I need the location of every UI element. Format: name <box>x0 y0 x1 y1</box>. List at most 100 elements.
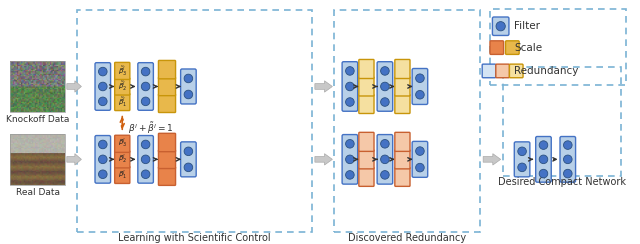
Circle shape <box>381 140 389 148</box>
Circle shape <box>539 141 548 149</box>
Circle shape <box>381 155 389 164</box>
Circle shape <box>518 163 526 172</box>
Circle shape <box>563 141 572 149</box>
FancyBboxPatch shape <box>95 63 111 110</box>
Circle shape <box>346 82 354 91</box>
FancyArrow shape <box>483 154 500 165</box>
Circle shape <box>99 97 107 106</box>
FancyBboxPatch shape <box>359 150 374 169</box>
FancyBboxPatch shape <box>95 136 111 183</box>
Circle shape <box>184 147 193 156</box>
FancyBboxPatch shape <box>159 133 175 152</box>
Text: Filter: Filter <box>515 21 540 31</box>
FancyBboxPatch shape <box>115 166 130 183</box>
FancyArrow shape <box>315 154 332 165</box>
FancyBboxPatch shape <box>115 93 130 111</box>
Bar <box>334 10 480 232</box>
FancyBboxPatch shape <box>115 62 130 80</box>
FancyBboxPatch shape <box>377 135 393 184</box>
FancyBboxPatch shape <box>509 64 523 78</box>
FancyArrow shape <box>67 154 81 165</box>
FancyBboxPatch shape <box>159 150 175 169</box>
Circle shape <box>563 169 572 178</box>
FancyBboxPatch shape <box>159 94 175 112</box>
Circle shape <box>184 74 193 83</box>
Bar <box>502 67 621 176</box>
Circle shape <box>415 74 424 82</box>
FancyBboxPatch shape <box>359 132 374 151</box>
Circle shape <box>346 155 354 164</box>
Text: $\beta_2^l$: $\beta_2^l$ <box>118 153 127 166</box>
FancyBboxPatch shape <box>412 141 428 177</box>
FancyBboxPatch shape <box>115 78 130 95</box>
Bar <box>490 9 626 84</box>
Circle shape <box>346 140 354 148</box>
Circle shape <box>99 67 107 76</box>
Circle shape <box>381 98 389 106</box>
FancyBboxPatch shape <box>395 94 410 113</box>
Circle shape <box>141 82 150 91</box>
Circle shape <box>99 82 107 91</box>
Circle shape <box>563 155 572 164</box>
FancyBboxPatch shape <box>395 150 410 169</box>
FancyBboxPatch shape <box>412 69 428 104</box>
Circle shape <box>141 155 150 164</box>
FancyBboxPatch shape <box>359 167 374 186</box>
Text: $\tilde{\beta}_2^l$: $\tilde{\beta}_2^l$ <box>118 80 127 93</box>
FancyBboxPatch shape <box>496 64 509 78</box>
Circle shape <box>99 170 107 179</box>
FancyBboxPatch shape <box>159 77 175 96</box>
Circle shape <box>184 90 193 99</box>
Text: Redundancy: Redundancy <box>515 66 579 76</box>
FancyBboxPatch shape <box>536 136 551 182</box>
Text: Real Data: Real Data <box>15 188 60 196</box>
Text: Scale: Scale <box>515 43 543 53</box>
Circle shape <box>381 67 389 75</box>
Circle shape <box>381 171 389 179</box>
Circle shape <box>184 163 193 172</box>
FancyBboxPatch shape <box>515 142 530 177</box>
Circle shape <box>141 140 150 149</box>
Text: $\beta_1^l$: $\beta_1^l$ <box>118 168 127 182</box>
FancyBboxPatch shape <box>342 62 358 111</box>
FancyBboxPatch shape <box>138 136 154 183</box>
FancyBboxPatch shape <box>359 94 374 113</box>
Circle shape <box>346 67 354 75</box>
Text: $\tilde{\beta}_1^l$: $\tilde{\beta}_1^l$ <box>118 95 127 109</box>
FancyBboxPatch shape <box>180 142 196 177</box>
FancyBboxPatch shape <box>482 64 496 78</box>
FancyBboxPatch shape <box>342 135 358 184</box>
FancyBboxPatch shape <box>395 60 410 79</box>
Circle shape <box>99 140 107 149</box>
FancyBboxPatch shape <box>115 151 130 168</box>
FancyArrow shape <box>315 81 332 92</box>
FancyBboxPatch shape <box>180 69 196 104</box>
FancyBboxPatch shape <box>138 63 154 110</box>
Text: Desired Compact Network: Desired Compact Network <box>498 177 626 187</box>
Circle shape <box>346 98 354 106</box>
Text: $\beta_3^l$: $\beta_3^l$ <box>118 137 127 151</box>
FancyBboxPatch shape <box>159 61 175 79</box>
Text: Discovered Redundancy: Discovered Redundancy <box>348 233 467 243</box>
FancyBboxPatch shape <box>506 41 519 54</box>
FancyBboxPatch shape <box>359 60 374 79</box>
Bar <box>10 61 65 112</box>
Text: $\tilde{\beta}_3^l$: $\tilde{\beta}_3^l$ <box>118 64 127 78</box>
FancyBboxPatch shape <box>395 167 410 186</box>
FancyBboxPatch shape <box>560 136 575 182</box>
Text: Learning with Scientific Control: Learning with Scientific Control <box>118 233 271 243</box>
FancyBboxPatch shape <box>115 135 130 152</box>
Circle shape <box>381 82 389 91</box>
FancyBboxPatch shape <box>159 167 175 185</box>
Text: $\beta^l + \tilde{\beta}^l = 1$: $\beta^l + \tilde{\beta}^l = 1$ <box>128 120 173 136</box>
Circle shape <box>415 163 424 172</box>
Circle shape <box>415 147 424 155</box>
Bar <box>77 10 312 232</box>
Circle shape <box>518 147 526 156</box>
Circle shape <box>496 22 506 31</box>
Circle shape <box>539 169 548 178</box>
Bar <box>10 134 65 185</box>
Circle shape <box>415 91 424 99</box>
FancyBboxPatch shape <box>377 62 393 111</box>
Circle shape <box>346 171 354 179</box>
